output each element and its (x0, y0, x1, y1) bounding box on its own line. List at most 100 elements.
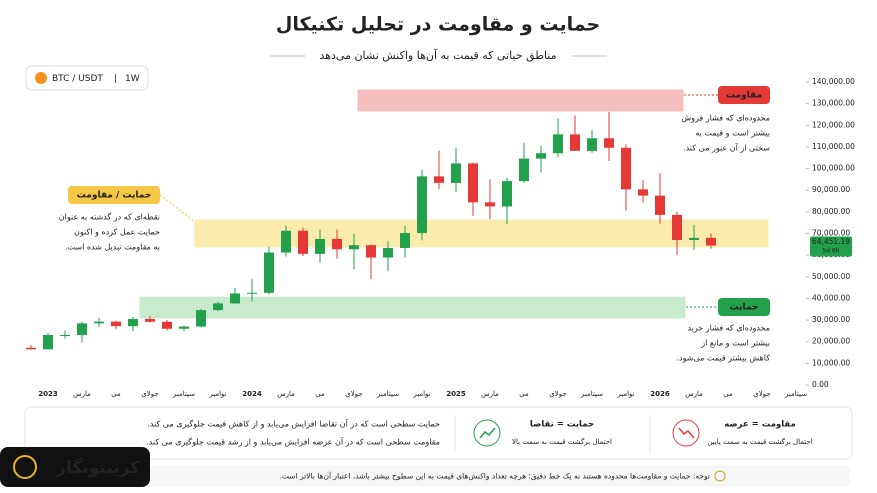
plot: 0.00 10,000.00 20,000.00 30,000.00 40,000.00… (26, 77, 855, 398)
candle-body (315, 238, 325, 254)
candle-body (553, 134, 563, 154)
zone (357, 89, 684, 112)
candle-body (604, 138, 614, 148)
pair: BTC / USDT (52, 74, 103, 84)
candle-body (638, 189, 648, 196)
zone-text: حمایت عمل کرده و اکنون (74, 228, 160, 237)
candle-body (128, 318, 138, 327)
chart-title: حمایت و مقاومت در تحلیل تکنیکال (276, 14, 600, 36)
y-tick-label: 100,000.00 (812, 164, 855, 173)
legend-title: مقاومت = عرضه (724, 420, 796, 430)
countdown: 5d 6h (822, 248, 839, 255)
definition: حمایت سطحی است که در آن تقاضا افزایش می‌… (147, 419, 440, 429)
zone-text: بیشتر است و مانع از (700, 339, 770, 348)
candle-body (417, 176, 427, 234)
x-tick-label: نوامبر (616, 390, 634, 398)
x-tick-label: می (519, 390, 529, 398)
candle-body (77, 323, 87, 336)
candle-body (179, 326, 189, 329)
x-tick-label: مارس (277, 390, 295, 398)
zone-text: کاهش بیشتر قیمت می‌شود. (676, 354, 770, 363)
legend-title: حمایت = تقاضا (530, 420, 594, 430)
x-tick-label: جولای (753, 390, 770, 398)
up-arrow (479, 427, 496, 439)
btc-icon (35, 72, 47, 84)
zone-text: بیشتر است و قیمت به (695, 129, 770, 138)
bulb-icon (714, 470, 726, 482)
candle-body (247, 292, 257, 294)
note-bar (150, 466, 850, 486)
chart-subtitle: مناطق حیاتی که قیمت به آن‌ها واکنش نشان … (319, 48, 556, 63)
candle-body (536, 153, 546, 159)
x-tick-label: جولای (345, 390, 362, 398)
candle-body (383, 248, 393, 258)
x-tick-label: مارس (685, 390, 703, 398)
candle-body (264, 252, 274, 293)
x-tick-label: مارس (73, 390, 91, 398)
candle-body (570, 134, 580, 151)
candle-body (26, 347, 36, 350)
candle-body (672, 214, 682, 240)
brand: کریپتونگار (55, 457, 140, 478)
x-tick-label: مارس (481, 390, 499, 398)
candle-body (485, 202, 495, 207)
x-tick-label: 2023 (38, 390, 58, 398)
zone-badge (718, 298, 770, 316)
legend-text: احتمال برگشت قیمت به سمت پایین (707, 437, 812, 446)
y-tick-label: 0.00 (812, 380, 829, 389)
down-arrow (678, 427, 695, 439)
x-tick-label: سپتامبر (172, 390, 195, 398)
legend-text: احتمال برگشت قیمت به سمت بالا (512, 437, 612, 446)
candle-body (451, 163, 461, 183)
y-tick-label: 10,000.00 (812, 358, 850, 367)
x-tick-label: جولای (141, 390, 158, 398)
candle-body (230, 293, 240, 304)
x-tick-label: می (315, 390, 325, 398)
zone-badge (718, 86, 770, 104)
y-tick-label: 50,000.00 (812, 272, 850, 281)
zone-text: نقطه‌ای که در گذشته به عنوان (59, 212, 160, 222)
candle-body (655, 195, 665, 215)
candle-body (213, 303, 223, 311)
candle-body (519, 158, 529, 182)
candle-body (349, 245, 359, 250)
candle-body (162, 321, 172, 329)
x-tick-label: جولای (549, 390, 566, 398)
candle-body (145, 318, 155, 322)
x-tick-label: نوامبر (208, 390, 226, 398)
candle-body (281, 230, 291, 253)
y-tick-label: 120,000.00 (812, 120, 855, 129)
y-tick-label: 70,000.00 (812, 229, 850, 238)
x-tick-label: سپتامبر (580, 390, 603, 398)
y-tick-label: 140,000.00 (812, 77, 855, 86)
x-tick-label: می (723, 390, 733, 398)
separator: | (114, 74, 117, 84)
x-tick-label: سپتامبر (784, 390, 807, 398)
price-label: 64,451.19 (812, 237, 850, 246)
x-tick-label: 2025 (446, 390, 466, 398)
y-tick-label: 90,000.00 (812, 185, 850, 194)
candle-body (587, 138, 597, 151)
zone-text: محدوده‌ای که فشار خرید (687, 324, 770, 333)
brand-badge (0, 447, 150, 487)
zone (139, 296, 686, 319)
x-tick-label: 2024 (242, 390, 262, 398)
candle-body (621, 147, 631, 190)
x-tick-label: 2026 (650, 390, 670, 398)
zone-label: حمایت / مقاومت (77, 191, 151, 201)
zone-label: حمایت (730, 303, 759, 313)
y-tick-label: 130,000.00 (812, 99, 855, 108)
zone-text: سختی از آن عبور می کند. (683, 143, 770, 153)
y-tick-label: 110,000.00 (812, 142, 855, 151)
y-tick-label: 30,000.00 (812, 315, 850, 324)
zone-label: مقاومت (726, 91, 762, 101)
candle-body (434, 176, 444, 183)
candle-body (298, 230, 308, 254)
candle-body (366, 245, 376, 258)
x-tick-label: سپتامبر (376, 390, 399, 398)
candle-body (196, 310, 206, 327)
candle-body (502, 181, 512, 207)
x-tick-label: نوامبر (412, 390, 430, 398)
candle-body (468, 163, 478, 203)
